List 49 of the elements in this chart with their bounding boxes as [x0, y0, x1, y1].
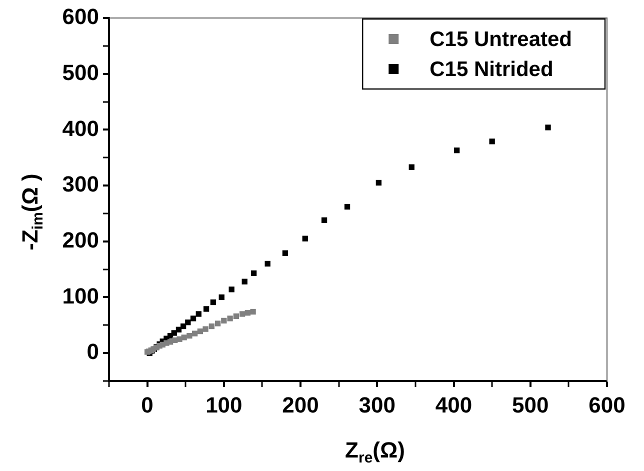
point — [545, 124, 551, 130]
x-tick-label: 400 — [435, 392, 472, 418]
y-tick-label: 0 — [86, 339, 99, 364]
point — [214, 320, 221, 326]
point — [210, 299, 216, 306]
point — [408, 164, 414, 170]
point — [227, 316, 233, 322]
point — [376, 180, 382, 186]
point — [186, 332, 192, 339]
point — [180, 323, 186, 330]
point — [185, 320, 191, 326]
y-tick-label: 100 — [62, 283, 99, 308]
legend-label: C15 Untreated — [430, 28, 572, 51]
point — [196, 311, 202, 317]
point — [250, 308, 256, 315]
y-tick-label: 400 — [62, 116, 99, 141]
y-tick-label: 500 — [62, 60, 99, 85]
x-tick-label: 500 — [512, 392, 549, 418]
legend-label: C15 Nitrided — [430, 58, 554, 81]
y-tick-label: 600 — [62, 4, 99, 30]
y-tick-label: 300 — [62, 172, 99, 197]
point — [171, 330, 177, 336]
point — [218, 294, 224, 300]
x-tick-label: 100 — [206, 392, 242, 418]
point — [228, 286, 234, 292]
point — [208, 323, 214, 330]
point — [239, 311, 246, 317]
point — [190, 316, 196, 322]
x-tick-label: 300 — [358, 392, 396, 418]
point — [181, 334, 187, 340]
point — [489, 138, 495, 144]
point — [203, 306, 210, 312]
point — [454, 148, 460, 154]
point — [321, 217, 328, 223]
point — [282, 250, 288, 256]
point — [192, 330, 198, 336]
point — [233, 313, 240, 320]
x-tick-label: 0 — [141, 392, 154, 418]
point — [250, 270, 257, 276]
y-tick-label: 200 — [62, 227, 99, 252]
point — [264, 260, 270, 267]
x-tick-label: 200 — [282, 392, 319, 418]
point — [242, 278, 248, 284]
point — [221, 318, 227, 324]
point — [344, 204, 350, 210]
point — [202, 326, 208, 332]
point — [302, 236, 308, 242]
x-tick-label: 600 — [588, 392, 626, 418]
x-axis-title: Z$_{re}$(Ω) — [345, 437, 405, 467]
